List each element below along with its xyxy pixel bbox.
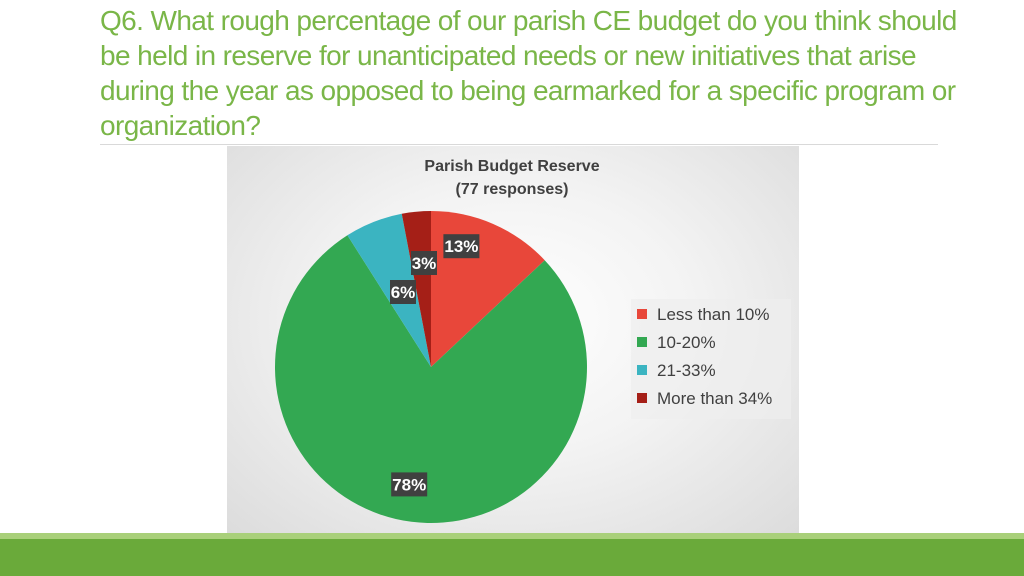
chart-legend: Less than 10% 10-20% 21-33% More than 34% xyxy=(631,299,791,419)
legend-label-3: 21-33% xyxy=(657,361,716,380)
data-label-1: 13% xyxy=(444,237,478,256)
data-label-4: 3% xyxy=(412,254,437,273)
data-label-bg-1 xyxy=(443,234,480,259)
legend-background xyxy=(631,299,791,419)
title-divider xyxy=(100,144,938,145)
data-label-bg-2 xyxy=(391,472,428,497)
legend-label-2: 10-20% xyxy=(657,333,716,352)
pie-slice-2 xyxy=(274,235,587,523)
chart-subtitle: (77 responses) xyxy=(456,181,569,198)
chart-area: Parish Budget Reserve (77 responses) 13%… xyxy=(227,146,799,533)
footer-bar xyxy=(0,539,1024,576)
legend-label-1: Less than 10% xyxy=(657,305,769,324)
data-label-bg-4 xyxy=(411,251,437,275)
pie-slice-3 xyxy=(347,213,431,367)
legend-swatch-1 xyxy=(637,309,647,319)
legend-swatch-2 xyxy=(637,337,647,347)
data-label-bg-3 xyxy=(390,280,416,304)
legend-swatch-3 xyxy=(637,365,647,375)
data-label-2: 78% xyxy=(392,475,426,494)
footer-accent-line xyxy=(0,533,1024,539)
slide-title: Q6. What rough percentage of our parish … xyxy=(100,5,957,141)
data-label-3: 6% xyxy=(391,283,416,302)
legend-label-4: More than 34% xyxy=(657,389,772,408)
legend-swatch-4 xyxy=(637,393,647,403)
pie-chart: Parish Budget Reserve (77 responses) 13%… xyxy=(274,158,791,523)
chart-title: Parish Budget Reserve xyxy=(424,158,599,175)
pie-slice-4 xyxy=(401,211,431,367)
